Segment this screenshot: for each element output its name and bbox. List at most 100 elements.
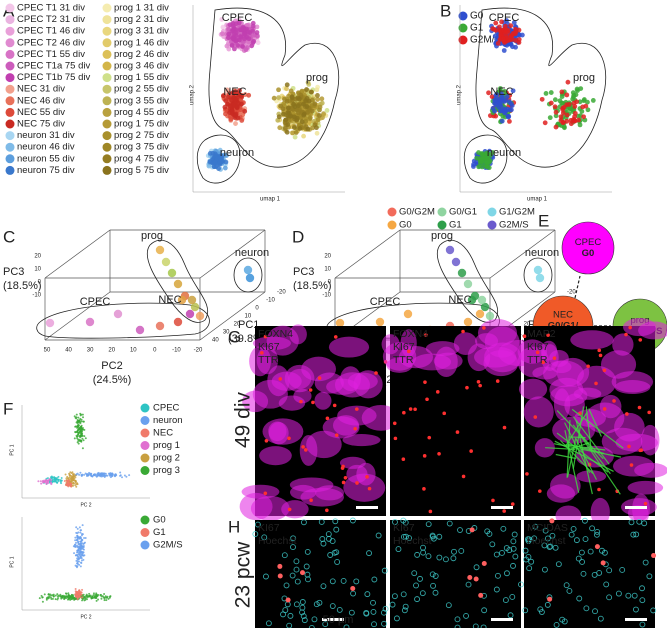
point [575, 88, 580, 93]
nucleus [579, 559, 586, 565]
point [80, 562, 83, 565]
nucleus [261, 534, 268, 541]
point [304, 104, 310, 109]
point [305, 80, 311, 85]
point [503, 98, 509, 103]
point [74, 564, 77, 567]
point [76, 553, 79, 556]
point [76, 538, 79, 541]
nucleus [301, 445, 305, 449]
nucleus [578, 549, 585, 556]
channel-label: KI67 [258, 522, 280, 534]
point [56, 595, 59, 598]
nucleus [594, 544, 600, 550]
point [245, 29, 251, 35]
nucleus [430, 582, 437, 589]
point [80, 428, 83, 431]
nucleus [481, 607, 488, 614]
point [79, 417, 82, 420]
point [501, 36, 506, 41]
point [103, 599, 106, 602]
nucleus [619, 566, 626, 573]
nucleus [300, 519, 307, 526]
tissue [600, 350, 637, 379]
point [239, 118, 245, 123]
nucleus [329, 578, 336, 585]
legend-label: neuron 46 div [17, 142, 75, 153]
point [234, 95, 240, 101]
nucleus [510, 545, 517, 552]
legend-label: CPEC T1 46 div [17, 26, 85, 37]
tissue [614, 380, 651, 395]
nucleus [432, 589, 439, 596]
point [299, 119, 305, 125]
point [487, 152, 493, 158]
tissue [268, 421, 289, 445]
tissue [314, 372, 344, 394]
cluster-label: CPEC [370, 296, 401, 308]
point [237, 88, 242, 93]
nucleus [467, 575, 473, 581]
nucleus [544, 601, 551, 608]
tissue [585, 402, 625, 434]
point [86, 472, 89, 475]
nucleus [329, 538, 336, 545]
legend-label: prog 3 55 div [114, 95, 169, 106]
legend-label: CPEC T2 46 div [17, 37, 85, 48]
point [41, 600, 44, 603]
point [75, 421, 78, 424]
nucleus [580, 570, 587, 577]
nucleus [300, 613, 307, 620]
point [54, 594, 57, 597]
point [222, 104, 228, 110]
legend-label: prog 3 75 div [114, 142, 169, 153]
point [566, 102, 572, 107]
point [93, 473, 96, 476]
nucleus [400, 533, 407, 540]
point [81, 596, 84, 599]
point [72, 481, 75, 484]
point [85, 598, 88, 601]
legend-swatch [437, 207, 447, 217]
point [77, 431, 80, 434]
point [77, 591, 80, 594]
point [44, 479, 47, 482]
nucleus [510, 502, 515, 506]
point [82, 416, 85, 419]
channel-label: MCIDAS [527, 522, 568, 534]
point [581, 98, 587, 104]
point [78, 563, 81, 566]
nucleus [290, 535, 297, 542]
point [226, 31, 232, 37]
point [314, 125, 319, 131]
point [95, 592, 98, 595]
point [49, 482, 52, 485]
legend-label: prog 1 31 div [114, 3, 169, 14]
point [113, 475, 116, 478]
nucleus [639, 621, 646, 628]
point [79, 549, 82, 552]
point [81, 545, 84, 548]
point [47, 593, 50, 596]
point [45, 483, 48, 486]
point [82, 548, 85, 551]
nucleus [547, 596, 553, 602]
point [109, 595, 112, 598]
nucleus [500, 525, 507, 532]
point [52, 593, 55, 596]
point [185, 309, 195, 319]
legend-label: prog 3 [153, 465, 180, 476]
box-edge [334, 229, 401, 279]
point [76, 545, 79, 548]
point [74, 543, 77, 546]
point [229, 28, 235, 34]
scale-bar [356, 506, 378, 509]
legend-swatch [5, 15, 15, 25]
nucleus [381, 567, 388, 574]
nucleus [606, 594, 613, 601]
point [155, 321, 165, 331]
point [493, 20, 499, 26]
tick-label: 10 [34, 267, 41, 273]
scale-bar [625, 506, 647, 509]
